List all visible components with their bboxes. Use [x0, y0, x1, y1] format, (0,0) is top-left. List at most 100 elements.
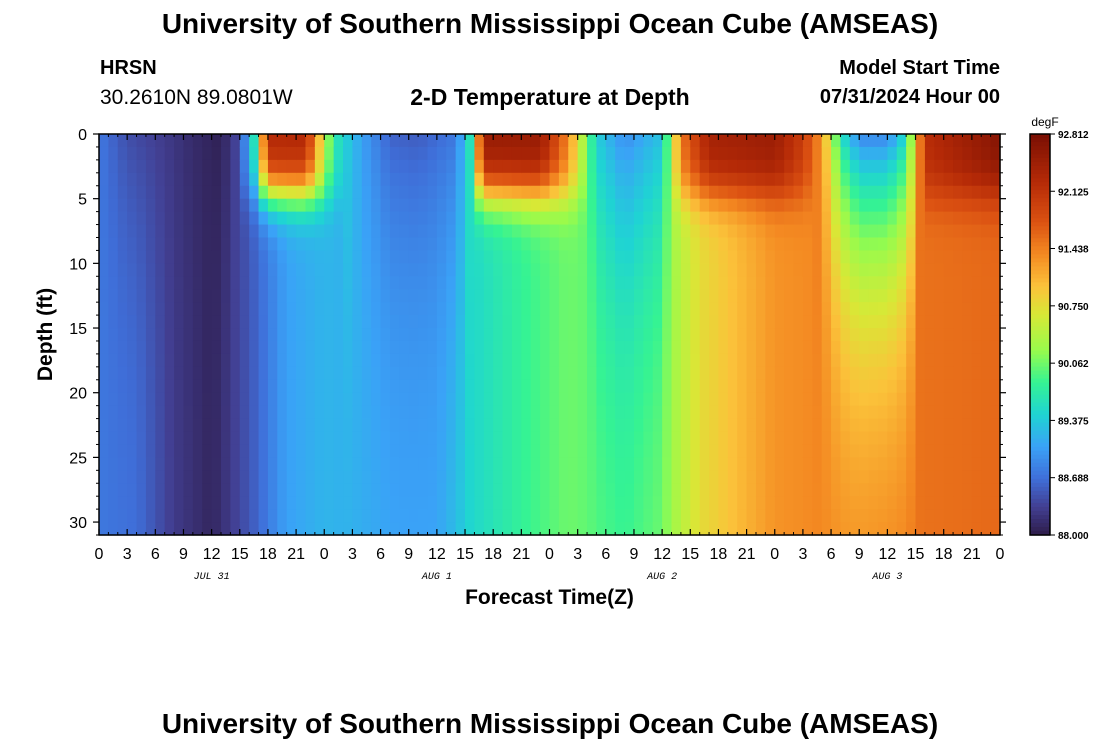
heatmap-cell	[558, 172, 569, 187]
heatmap-cell	[802, 315, 813, 329]
heatmap-cell	[296, 250, 307, 264]
heatmap-cell	[343, 379, 354, 394]
heatmap-cell	[605, 315, 616, 329]
heatmap-cell	[155, 315, 166, 329]
heatmap-cell	[943, 366, 954, 381]
heatmap-cell	[887, 470, 898, 484]
heatmap-cell	[230, 340, 241, 355]
heatmap-cell	[540, 392, 551, 407]
heatmap-cell	[136, 444, 147, 458]
heatmap-cell	[145, 198, 156, 213]
heatmap-cell	[427, 185, 438, 200]
heatmap-cell	[145, 522, 156, 536]
heatmap-cell	[249, 302, 260, 316]
heatmap-cell	[624, 392, 635, 407]
heatmap-cell	[267, 328, 278, 342]
heatmap-cell	[483, 328, 494, 342]
heatmap-cell	[530, 172, 541, 187]
heatmap-cell	[896, 522, 907, 536]
heatmap-cell	[774, 302, 785, 316]
heatmap-cell	[192, 198, 203, 213]
heatmap-cell	[549, 276, 560, 290]
heatmap-cell	[990, 328, 1001, 342]
heatmap-cell	[483, 250, 494, 264]
heatmap-cell	[709, 444, 720, 458]
heatmap-cell	[943, 276, 954, 290]
heatmap-cell	[183, 483, 194, 497]
heatmap-cell	[455, 353, 466, 368]
heatmap-cell	[971, 315, 982, 329]
heatmap-cell	[981, 134, 992, 148]
heatmap-cell	[934, 302, 945, 316]
heatmap-cell	[774, 263, 785, 277]
heatmap-cell	[558, 483, 569, 497]
heatmap-cell	[296, 315, 307, 329]
heatmap-cell	[145, 457, 156, 471]
heatmap-cell	[305, 353, 316, 368]
heatmap-cell	[849, 134, 860, 148]
heatmap-cell	[221, 418, 231, 433]
heatmap-cell	[737, 431, 748, 446]
heatmap-cell	[624, 263, 635, 277]
heatmap-cell	[737, 263, 748, 277]
heatmap-cell	[868, 198, 879, 213]
heatmap-cell	[399, 522, 410, 536]
heatmap-cell	[802, 340, 813, 355]
colorbar-segment	[1030, 470, 1050, 476]
heatmap-cell	[746, 198, 757, 213]
x-axis-label: Forecast Time(Z)	[465, 586, 634, 609]
heatmap-cell	[718, 276, 729, 290]
heatmap-cell	[821, 315, 832, 329]
heatmap-cell	[596, 237, 607, 252]
heatmap-cell	[305, 276, 316, 290]
colorbar-segment	[1030, 302, 1050, 308]
heatmap-cell	[436, 289, 447, 303]
heatmap-cell	[352, 483, 363, 497]
heatmap-cell	[145, 366, 156, 381]
heatmap-cell	[418, 496, 429, 510]
heatmap-cell	[962, 315, 973, 329]
heatmap-cell	[755, 315, 766, 329]
heatmap-cell	[277, 250, 288, 264]
heatmap-cell	[709, 198, 720, 213]
heatmap-cell	[605, 237, 616, 252]
heatmap-cell	[727, 431, 738, 446]
heatmap-cell	[859, 263, 870, 277]
heatmap-cell	[605, 444, 616, 458]
heatmap-cell	[793, 172, 804, 187]
heatmap-cell	[455, 496, 466, 510]
heatmap-cell	[127, 263, 138, 277]
heatmap-cell	[258, 315, 269, 329]
heatmap-cell	[633, 418, 644, 433]
heatmap-cell	[615, 392, 626, 407]
heatmap-cell	[802, 444, 813, 458]
colorbar-segment	[1030, 442, 1050, 448]
heatmap-cell	[286, 418, 297, 433]
heatmap-cell	[99, 431, 109, 446]
heatmap-cell	[305, 146, 316, 161]
heatmap-cell	[183, 509, 194, 523]
heatmap-cell	[521, 315, 532, 329]
heatmap-cell	[446, 146, 457, 161]
heatmap-cell	[596, 431, 607, 446]
heatmap-cell	[352, 237, 363, 252]
heatmap-cell	[615, 250, 626, 264]
heatmap-cell	[418, 211, 429, 226]
heatmap-cell	[877, 509, 888, 523]
heatmap-cell	[812, 237, 823, 252]
heatmap-cell	[915, 418, 926, 433]
x-tick-label: 21	[738, 546, 756, 563]
heatmap-cell	[812, 457, 823, 471]
heatmap-cell	[849, 198, 860, 213]
heatmap-cell	[99, 198, 109, 213]
heatmap-cell	[953, 134, 964, 148]
heatmap-cell	[267, 276, 278, 290]
heatmap-cell	[371, 289, 382, 303]
heatmap-cell	[587, 172, 598, 187]
heatmap-cell	[549, 198, 560, 213]
heatmap-cell	[793, 522, 804, 536]
y-tick-label: 15	[69, 321, 87, 338]
heatmap-cell	[99, 418, 109, 433]
heatmap-cell	[662, 172, 673, 187]
heatmap-cell	[615, 496, 626, 510]
